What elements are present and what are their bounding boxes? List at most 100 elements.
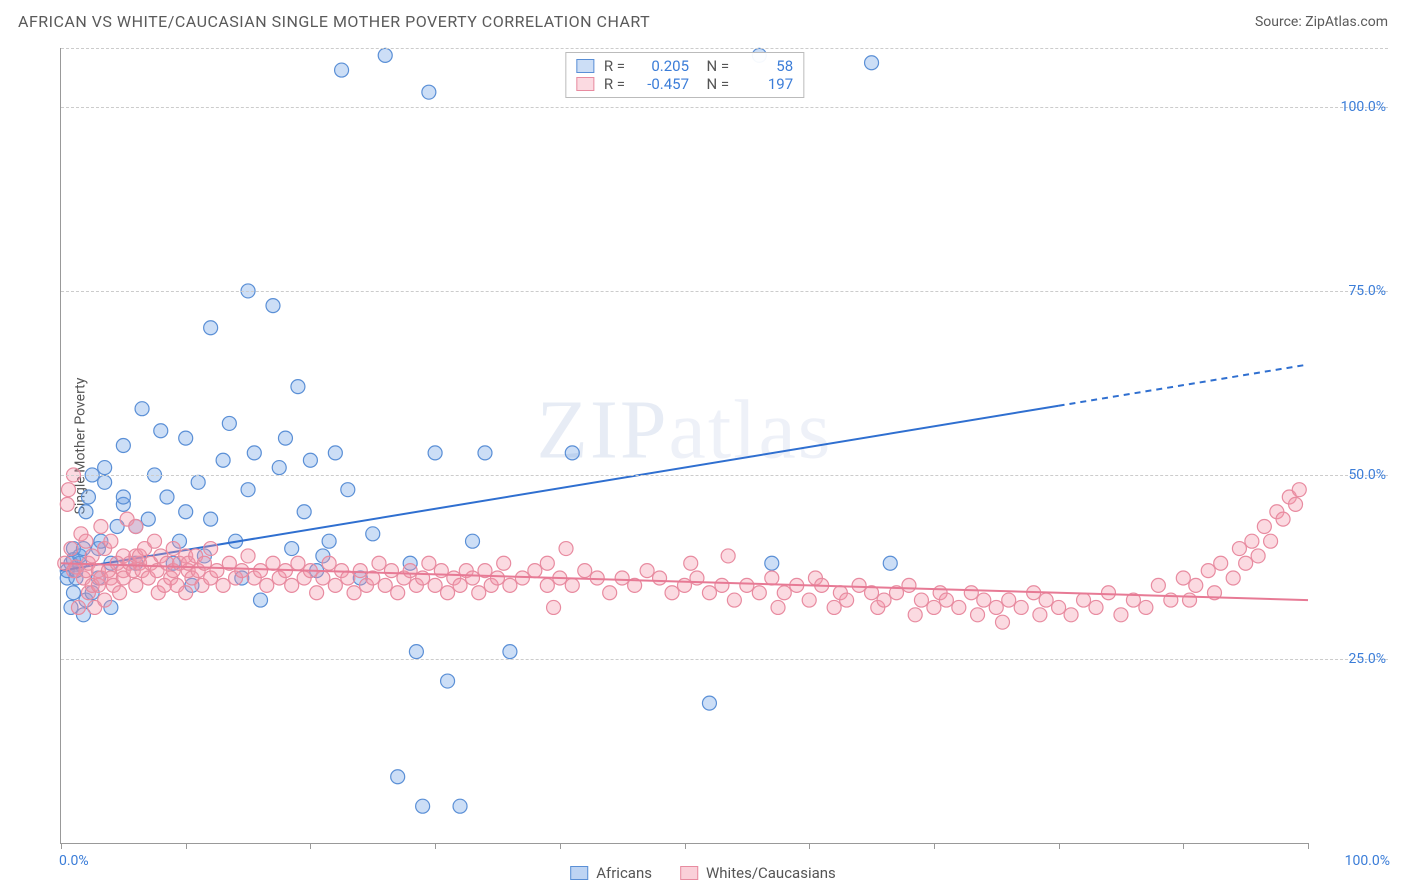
scatter-point	[1183, 593, 1197, 607]
correlation-box: R = 0.205 N = 58R =-0.457 N =197	[565, 52, 804, 98]
scatter-point	[441, 586, 455, 600]
scatter-point	[378, 578, 392, 592]
scatter-point	[285, 542, 299, 556]
scatter-point	[291, 380, 305, 394]
scatter-point	[422, 556, 436, 570]
scatter-point	[285, 578, 299, 592]
scatter-point	[98, 593, 112, 607]
scatter-point	[559, 542, 573, 556]
x-tick	[435, 843, 436, 849]
x-axis-min-label: 0.0%	[59, 853, 89, 869]
scatter-point	[341, 483, 355, 497]
legend: Africans Whites/Caucasians	[570, 864, 836, 882]
scatter-point	[316, 571, 330, 585]
scatter-point	[1014, 600, 1028, 614]
corr-n-value: 197	[739, 75, 793, 93]
corr-n-value: 58	[739, 57, 793, 75]
scatter-point	[653, 571, 667, 585]
scatter-point	[1101, 586, 1115, 600]
scatter-point	[964, 586, 978, 600]
scatter-point	[135, 402, 149, 416]
gridline	[61, 659, 1388, 660]
scatter-point	[952, 600, 966, 614]
scatter-point	[391, 770, 405, 784]
scatter-point	[179, 586, 193, 600]
correlation-row: R =-0.457 N =197	[576, 75, 793, 93]
scatter-point	[129, 519, 143, 533]
y-tick-label: 50.0%	[1348, 467, 1386, 483]
scatter-point	[116, 490, 130, 504]
scatter-point	[216, 453, 230, 467]
scatter-point	[503, 578, 517, 592]
gridline	[61, 107, 1388, 108]
legend-item: Africans	[570, 864, 652, 882]
chart-title: AFRICAN VS WHITE/CAUCASIAN SINGLE MOTHER…	[18, 12, 650, 31]
scatter-point	[428, 578, 442, 592]
scatter-point	[1214, 556, 1228, 570]
scatter-point	[1089, 600, 1103, 614]
corr-n-label: N =	[699, 57, 729, 75]
scatter-point	[727, 593, 741, 607]
gridline	[61, 48, 1388, 49]
scatter-point	[191, 475, 205, 489]
legend-swatch	[576, 59, 594, 73]
scatter-point	[416, 799, 430, 813]
corr-r-label: R =	[604, 57, 625, 75]
corr-r-label: R =	[604, 75, 625, 93]
scatter-point	[771, 600, 785, 614]
scatter-point	[752, 586, 766, 600]
scatter-point	[94, 519, 108, 533]
scatter-point	[1002, 593, 1016, 607]
chart-source: Source: ZipAtlas.com	[1255, 14, 1388, 30]
scatter-point	[71, 600, 85, 614]
legend-swatch	[570, 866, 588, 880]
scatter-point	[247, 446, 261, 460]
scatter-point	[303, 453, 317, 467]
scatter-point	[204, 542, 218, 556]
scatter-point	[104, 534, 118, 548]
scatter-point	[528, 564, 542, 578]
corr-r-value: 0.205	[635, 57, 689, 75]
scatter-point	[216, 578, 230, 592]
scatter-point	[428, 446, 442, 460]
scatter-point	[1226, 571, 1240, 585]
legend-label: Africans	[596, 864, 652, 882]
scatter-point	[702, 586, 716, 600]
legend-swatch	[680, 866, 698, 880]
scatter-point	[1064, 608, 1078, 622]
scatter-point	[266, 556, 280, 570]
scatter-point	[1251, 549, 1265, 563]
x-tick	[310, 843, 311, 849]
scatter-point	[278, 431, 292, 445]
gridline	[61, 291, 1388, 292]
x-tick	[1183, 843, 1184, 849]
scatter-point	[98, 461, 112, 475]
plot-region: ZIPatlas R =0.205 N =58R =-0.457 N =197 …	[60, 48, 1308, 844]
scatter-point	[802, 593, 816, 607]
scatter-point	[1232, 542, 1246, 556]
scatter-point	[222, 416, 236, 430]
legend-item: Whites/Caucasians	[680, 864, 836, 882]
scatter-point	[372, 556, 386, 570]
scatter-point	[765, 556, 779, 570]
scatter-point	[1077, 593, 1091, 607]
x-tick	[809, 843, 810, 849]
scatter-point	[1264, 534, 1278, 548]
scatter-point	[266, 299, 280, 313]
scatter-point	[1189, 578, 1203, 592]
scatter-point	[939, 593, 953, 607]
scatter-point	[1176, 571, 1190, 585]
scatter-point	[852, 578, 866, 592]
scatter-point	[640, 564, 654, 578]
x-tick	[186, 843, 187, 849]
scatter-point	[540, 556, 554, 570]
scatter-point	[98, 475, 112, 489]
scatter-point	[341, 571, 355, 585]
scatter-point	[335, 63, 349, 77]
scatter-point	[721, 549, 735, 563]
scatter-point	[272, 461, 286, 475]
scatter-point	[64, 542, 78, 556]
plot-svg	[61, 48, 1308, 843]
scatter-point	[347, 586, 361, 600]
scatter-point	[297, 505, 311, 519]
